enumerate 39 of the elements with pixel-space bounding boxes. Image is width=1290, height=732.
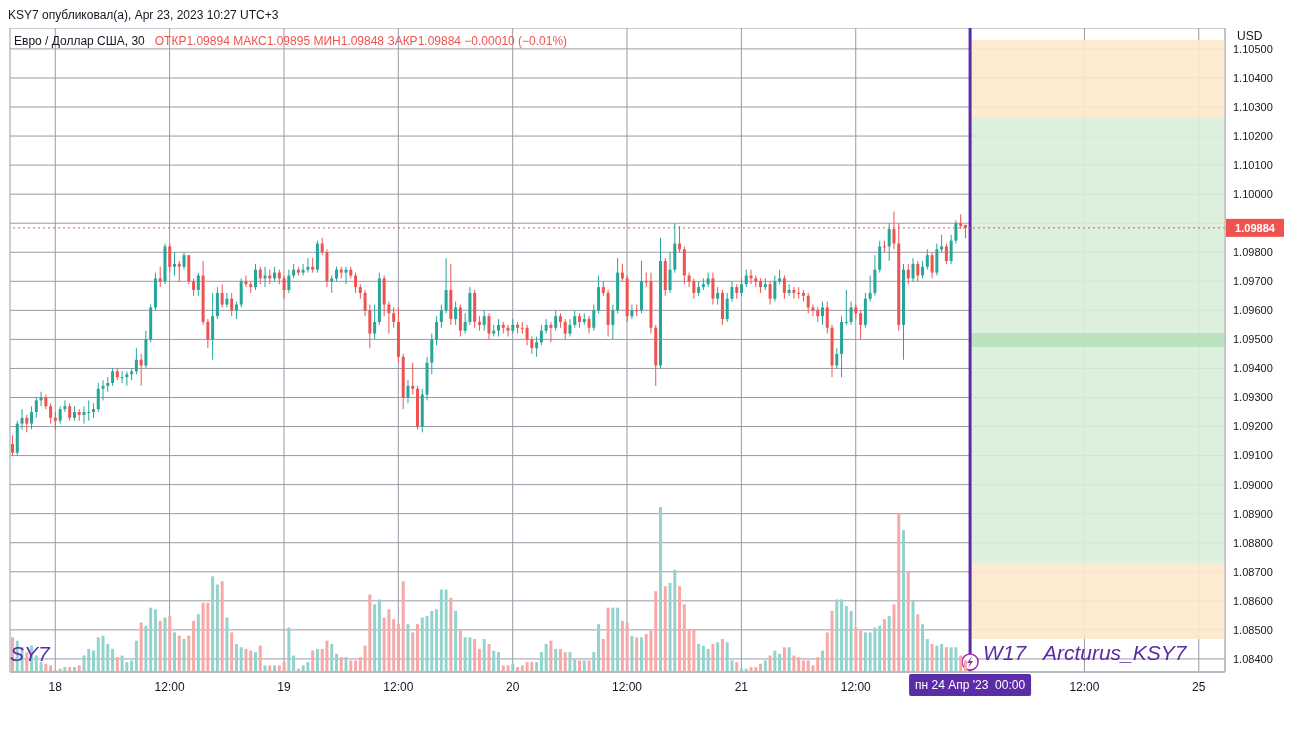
annotation: W17 Arcturus_KSY7 bbox=[983, 641, 1187, 665]
y-axis-title: USD bbox=[1237, 29, 1263, 43]
y-tick-label: 1.08800 bbox=[1233, 536, 1273, 549]
y-tick-label: 1.08400 bbox=[1233, 652, 1273, 665]
y-tick-label: 1.10100 bbox=[1233, 159, 1273, 172]
y-tick-label: 1.08500 bbox=[1233, 623, 1273, 636]
y-tick-label: 1.09400 bbox=[1233, 362, 1273, 375]
y-tick-label: 1.10300 bbox=[1233, 100, 1273, 113]
x-tick-label: 19 bbox=[277, 679, 291, 694]
x-tick-label: 20 bbox=[506, 679, 520, 694]
text: KSY7 опубликовал(а), Apr 23, 2023 10:27 UTC+3 bbox=[8, 8, 279, 22]
x-tick-label: 12:00 bbox=[154, 679, 185, 694]
y-tick-label: 1.08700 bbox=[1233, 565, 1273, 578]
y-tick-label: 1.09800 bbox=[1233, 246, 1273, 259]
y-tick-label: 1.10400 bbox=[1233, 71, 1273, 84]
y-tick-label: 1.08600 bbox=[1233, 594, 1273, 607]
text: Евро / Доллар США, 30 bbox=[14, 34, 145, 48]
x-tick-label: 12:00 bbox=[383, 679, 414, 694]
y-tick-label: 1.09000 bbox=[1233, 478, 1273, 491]
text: ОТКР1.09894 МАКС1.09895 МИН1.09848 ЗАКР1.09884 −0.00010 (−0.01%) bbox=[154, 34, 568, 48]
y-tick-label: 1.09600 bbox=[1233, 304, 1273, 317]
x-tick-label: 12:00 bbox=[1069, 679, 1100, 694]
x-tick-label: 25 bbox=[1192, 679, 1206, 694]
y-tick-label: 1.10000 bbox=[1233, 188, 1273, 201]
y-tick-label: 1.10200 bbox=[1233, 129, 1273, 142]
y-tick-label: 1.09300 bbox=[1233, 391, 1273, 404]
annotation: SY7 bbox=[10, 642, 50, 666]
y-tick-label: 1.09100 bbox=[1233, 449, 1273, 462]
y-tick-label: 1.09200 bbox=[1233, 420, 1273, 433]
y-tick-label: 1.08900 bbox=[1233, 507, 1273, 520]
x-tick-label: 21 bbox=[734, 679, 749, 694]
y-tick-label: 1.10500 bbox=[1233, 42, 1273, 55]
x-tick-label: пн 24 Апр '23 00:00 bbox=[915, 678, 1026, 692]
y-tick-label: 1.09500 bbox=[1233, 333, 1273, 346]
x-tick-label: 12:00 bbox=[840, 679, 872, 694]
ref-line-label: 1.09884 bbox=[1235, 221, 1276, 234]
x-tick-label: 12:00 bbox=[612, 679, 643, 694]
x-tick-label: 18 bbox=[48, 679, 63, 694]
y-tick-label: 1.09700 bbox=[1233, 275, 1273, 288]
